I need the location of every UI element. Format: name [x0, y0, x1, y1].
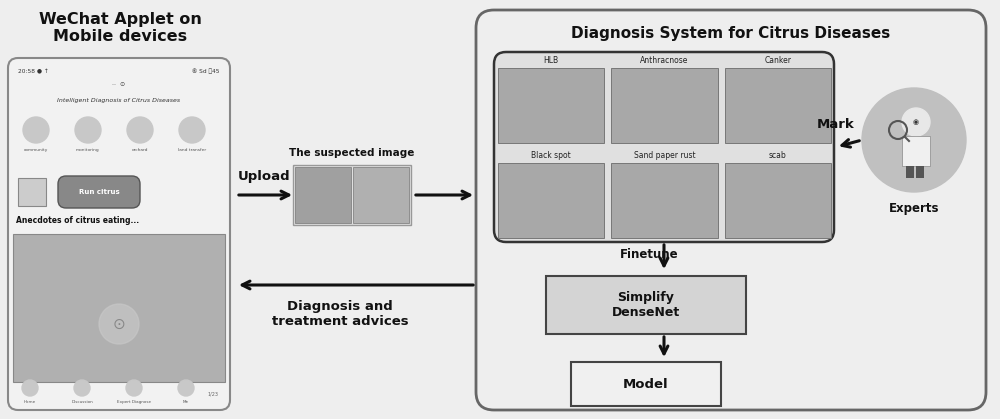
FancyBboxPatch shape [725, 163, 831, 238]
Text: community: community [24, 148, 48, 152]
Text: The suspected image: The suspected image [289, 148, 415, 158]
Text: Run citrus: Run citrus [79, 189, 119, 195]
Text: WeChat Applet on
Mobile devices: WeChat Applet on Mobile devices [39, 12, 201, 44]
Text: Upload: Upload [238, 170, 291, 183]
Circle shape [23, 117, 49, 143]
Circle shape [862, 88, 966, 192]
Circle shape [74, 380, 90, 396]
Text: HLB: HLB [544, 56, 559, 65]
Text: Mark: Mark [816, 117, 854, 130]
Text: ⑥ Sd ⬜45: ⑥ Sd ⬜45 [192, 68, 220, 74]
FancyBboxPatch shape [476, 10, 986, 410]
Text: ··  ⊙: ·· ⊙ [112, 82, 126, 87]
FancyBboxPatch shape [494, 52, 834, 242]
Text: scab: scab [769, 151, 787, 160]
Circle shape [179, 117, 205, 143]
Text: Discussion: Discussion [71, 400, 93, 404]
Text: 1/23: 1/23 [207, 391, 218, 396]
Circle shape [178, 380, 194, 396]
FancyBboxPatch shape [293, 165, 411, 225]
Circle shape [75, 117, 101, 143]
Text: Intelligent Diagnosis of Citrus Diseases: Intelligent Diagnosis of Citrus Diseases [57, 98, 181, 103]
FancyBboxPatch shape [611, 163, 718, 238]
Text: Sand paper rust: Sand paper rust [634, 151, 695, 160]
Text: Expert Diagnose: Expert Diagnose [117, 400, 151, 404]
Text: Black spot: Black spot [531, 151, 571, 160]
FancyBboxPatch shape [906, 166, 914, 178]
Text: Experts: Experts [889, 202, 939, 215]
Text: orchard: orchard [132, 148, 148, 152]
FancyBboxPatch shape [611, 68, 718, 143]
Circle shape [126, 380, 142, 396]
Text: Model: Model [623, 378, 669, 391]
Text: Finetune: Finetune [620, 248, 679, 261]
Circle shape [22, 380, 38, 396]
Text: Anthracnose: Anthracnose [640, 56, 689, 65]
FancyBboxPatch shape [902, 136, 930, 166]
Text: land transfer: land transfer [178, 148, 206, 152]
FancyBboxPatch shape [18, 178, 46, 206]
Text: Simplify
DenseNet: Simplify DenseNet [612, 291, 680, 319]
Text: Diagnosis and
treatment advices: Diagnosis and treatment advices [272, 300, 408, 328]
FancyBboxPatch shape [571, 362, 721, 406]
FancyBboxPatch shape [8, 58, 230, 410]
Text: ⊙: ⊙ [113, 316, 125, 331]
Circle shape [127, 117, 153, 143]
FancyBboxPatch shape [58, 176, 140, 208]
FancyBboxPatch shape [498, 163, 604, 238]
FancyBboxPatch shape [13, 234, 225, 382]
FancyBboxPatch shape [295, 167, 351, 223]
Text: Canker: Canker [764, 56, 791, 65]
Text: monitoring: monitoring [76, 148, 100, 152]
FancyBboxPatch shape [353, 167, 409, 223]
Text: Anecdotes of citrus eating...: Anecdotes of citrus eating... [16, 216, 139, 225]
FancyBboxPatch shape [916, 166, 924, 178]
Circle shape [99, 304, 139, 344]
FancyBboxPatch shape [498, 68, 604, 143]
Text: ◉: ◉ [913, 119, 919, 125]
FancyBboxPatch shape [546, 276, 746, 334]
Text: 20:58 ● ↑: 20:58 ● ↑ [18, 68, 49, 73]
Text: Me: Me [183, 400, 189, 404]
FancyBboxPatch shape [725, 68, 831, 143]
Circle shape [902, 108, 930, 136]
Text: Home: Home [24, 400, 36, 404]
Text: Diagnosis System for Citrus Diseases: Diagnosis System for Citrus Diseases [571, 26, 891, 41]
